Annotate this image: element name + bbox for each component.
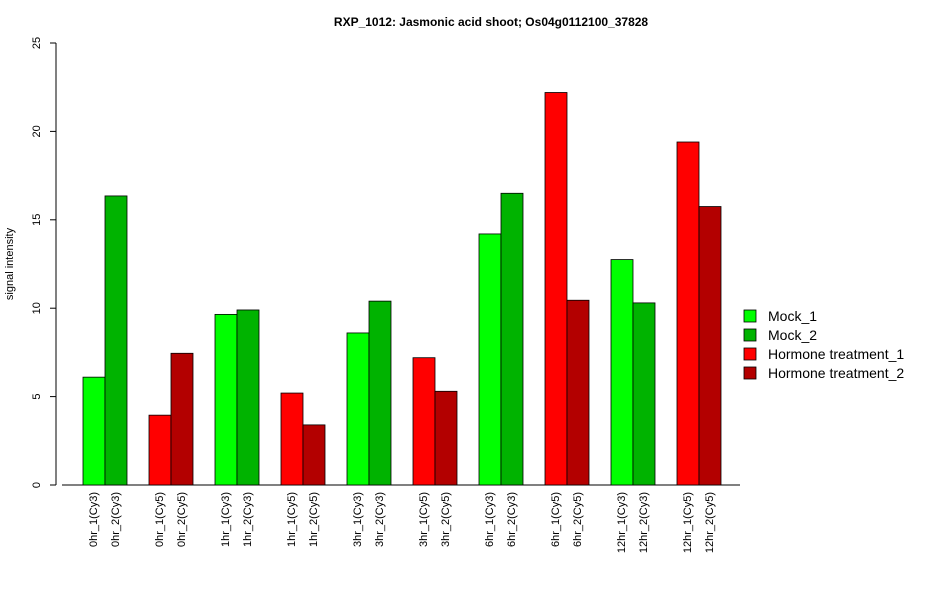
legend-swatch <box>743 347 757 361</box>
x-tick-label: 1hr_2(Cy5) <box>308 492 320 547</box>
x-tick-label: 12hr_2(Cy5) <box>704 492 716 553</box>
x-tick-label: 0hr_2(Cy3) <box>110 492 122 547</box>
x-tick-label: 3hr_1(Cy3) <box>352 492 364 547</box>
bar <box>412 357 436 486</box>
x-tick-label: 1hr_2(Cy3) <box>242 492 254 547</box>
y-tick-label: 25 <box>31 37 43 49</box>
bar <box>698 206 722 486</box>
x-tick-label: 12hr_1(Cy5) <box>682 492 694 553</box>
y-axis: 0 5 10 15 20 25 <box>31 37 57 488</box>
x-tick-label: 6hr_1(Cy5) <box>550 492 562 547</box>
legend: Mock_1 Mock_2 Hormone treatment_1 Hormone t… <box>743 308 904 381</box>
bar <box>170 352 194 486</box>
x-tick-label: 3hr_1(Cy5) <box>418 492 430 547</box>
bar <box>610 259 634 486</box>
legend-swatch <box>743 328 757 342</box>
bar <box>104 195 128 486</box>
x-tick-label: 0hr_1(Cy3) <box>88 492 100 547</box>
bar <box>544 92 568 486</box>
x-tick-label: 0hr_1(Cy5) <box>154 492 166 547</box>
y-tick-label: 10 <box>31 302 43 314</box>
bar <box>500 192 524 486</box>
bar <box>478 233 502 486</box>
y-tick-label: 15 <box>31 214 43 226</box>
x-tick-label: 3hr_2(Cy3) <box>374 492 386 547</box>
bar <box>302 424 326 486</box>
x-tick-label: 12hr_2(Cy3) <box>638 492 650 553</box>
bar <box>82 376 106 486</box>
legend-swatch <box>743 366 757 380</box>
x-tick-label: 1hr_1(Cy3) <box>220 492 232 547</box>
bar <box>676 141 700 486</box>
y-tick-label: 20 <box>31 125 43 137</box>
legend-swatch <box>743 309 757 323</box>
x-tick-label: 0hr_2(Cy5) <box>176 492 188 547</box>
bar <box>148 414 172 486</box>
legend-label: Hormone treatment_2 <box>768 365 904 381</box>
y-axis-label: signal intensity <box>4 227 16 300</box>
x-tick-label: 3hr_2(Cy5) <box>440 492 452 547</box>
y-tick-label: 0 <box>31 482 43 488</box>
bar <box>280 392 304 486</box>
x-tick-label: 6hr_1(Cy3) <box>484 492 496 547</box>
bars <box>82 92 722 486</box>
bar <box>236 309 260 486</box>
legend-label: Mock_1 <box>768 308 817 324</box>
x-tick-label: 6hr_2(Cy3) <box>506 492 518 547</box>
bar <box>632 302 656 486</box>
bar <box>368 300 392 486</box>
bar <box>434 390 458 486</box>
bar <box>566 299 590 486</box>
legend-label: Hormone treatment_1 <box>768 346 904 362</box>
bar <box>214 313 238 486</box>
legend-label: Mock_2 <box>768 327 817 343</box>
bar <box>346 332 370 486</box>
x-tick-label: 6hr_2(Cy5) <box>572 492 584 547</box>
y-tick-label: 5 <box>31 394 43 400</box>
x-tick-labels: 0hr_1(Cy3) 0hr_2(Cy3) 0hr_1(Cy5) 0hr_2(Cy5)… <box>88 492 716 553</box>
x-tick-label: 1hr_1(Cy5) <box>286 492 298 547</box>
x-tick-label: 12hr_1(Cy3) <box>616 492 628 553</box>
chart-title: RXP_1012: Jasmonic acid shoot; Os04g0112… <box>334 15 649 29</box>
